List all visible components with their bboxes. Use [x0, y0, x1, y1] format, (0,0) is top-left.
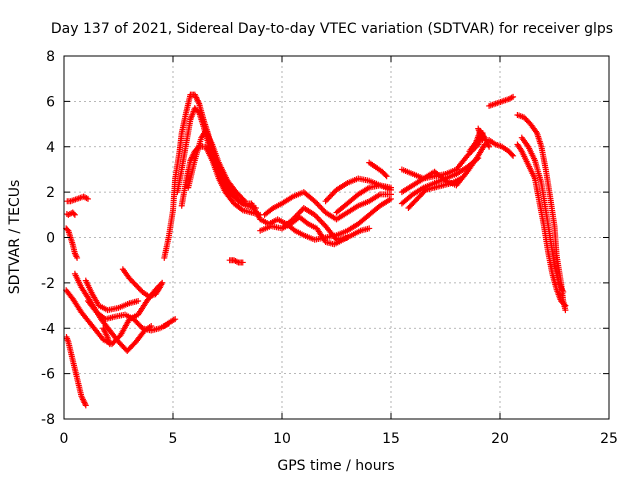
y-tick-label: 0: [46, 231, 55, 247]
series-s26: [398, 155, 482, 207]
data-point-markers: [63, 209, 78, 218]
series-s29: [475, 125, 486, 143]
data-point-markers: [161, 316, 179, 329]
x-tick-label: 20: [491, 431, 509, 447]
x-tick-labels: 0 5 10 15 20 25: [60, 431, 618, 447]
y-tick-label: 4: [46, 140, 55, 156]
data-point-markers: [82, 277, 142, 314]
series-s22: [333, 182, 394, 216]
series-s31: [486, 136, 517, 159]
data-point-markers: [261, 189, 394, 223]
data-point-markers: [161, 91, 259, 261]
y-tick-label: -6: [41, 367, 55, 383]
data-point-markers: [63, 225, 81, 261]
x-tick-label: 15: [382, 431, 400, 447]
data-point-markers: [398, 130, 486, 182]
data-point-markers: [366, 159, 390, 180]
data-point-markers: [486, 136, 517, 159]
y-tick-labels: -8 -6 -4 -2 0 2 4 6 8: [41, 49, 55, 428]
data-point-markers: [398, 155, 482, 207]
series-s11: [161, 316, 179, 329]
data-point-markers: [84, 298, 172, 334]
series-s7: [82, 277, 142, 314]
series-s3: [63, 225, 81, 261]
series-s12: [161, 91, 259, 261]
series-s23: [366, 159, 390, 180]
data-point-markers: [333, 182, 394, 216]
data-point-markers: [64, 193, 91, 205]
series-s8: [84, 298, 172, 334]
data-point-markers: [119, 266, 166, 300]
series-s24: [398, 130, 486, 182]
data-point-markers: [322, 175, 394, 205]
series-s16: [226, 257, 246, 266]
data-point-markers: [226, 257, 246, 266]
chart-title: Day 137 of 2021, Sidereal Day-to-day VTE…: [51, 21, 613, 37]
x-tick-label: 0: [60, 431, 69, 447]
series-s15: [185, 127, 248, 205]
series-s1: [64, 193, 91, 205]
data-point-markers: [475, 125, 486, 143]
series-s4: [63, 334, 89, 409]
data-point-markers: [100, 325, 113, 348]
series-s2: [63, 209, 78, 218]
data-point-markers: [279, 214, 373, 248]
x-tick-label: 10: [273, 431, 291, 447]
series-s33: [514, 141, 569, 309]
series-s34: [518, 134, 567, 295]
series-s30: [486, 93, 517, 109]
data-point-markers: [518, 134, 567, 295]
data-points: [63, 91, 569, 409]
y-tick-label: 8: [46, 49, 55, 65]
y-axis-label: SDTVAR / TECUs: [7, 180, 23, 295]
data-point-markers: [514, 141, 569, 309]
series-s10: [100, 325, 113, 348]
series-s19: [261, 189, 394, 223]
x-tick-label: 5: [169, 431, 178, 447]
y-tick-label: 6: [46, 94, 55, 110]
x-axis-label: GPS time / hours: [277, 458, 394, 474]
data-point-markers: [405, 175, 464, 212]
series-s17: [248, 195, 394, 243]
axis-ticks: [63, 55, 610, 420]
data-point-markers: [486, 93, 517, 109]
series-s21: [322, 175, 394, 205]
series-s9: [119, 266, 166, 300]
data-point-markers: [63, 334, 89, 409]
y-tick-label: -8: [41, 412, 55, 428]
y-tick-label: -4: [41, 321, 55, 337]
y-tick-label: -2: [41, 276, 55, 292]
series-s27: [405, 175, 464, 212]
data-point-markers: [248, 195, 394, 243]
y-tick-label: 2: [46, 185, 55, 201]
x-tick-label: 25: [600, 431, 618, 447]
series-s20: [279, 214, 373, 248]
data-point-markers: [185, 127, 248, 205]
